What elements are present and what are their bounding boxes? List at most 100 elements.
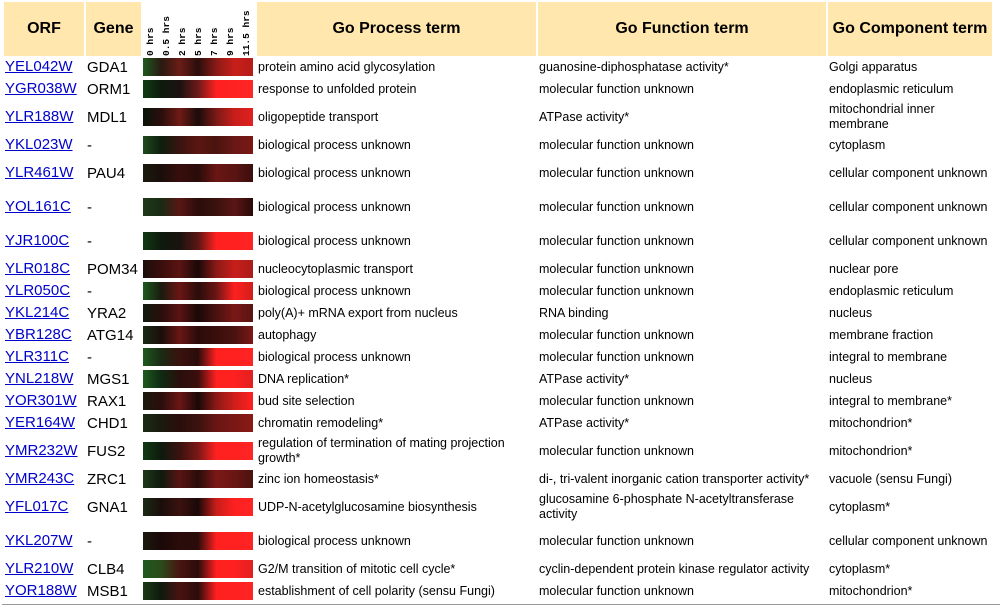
orf-link[interactable]: YOR188W bbox=[5, 582, 77, 599]
component-cell: membrane fraction bbox=[829, 327, 934, 342]
orf-cell: YLR050C bbox=[4, 280, 84, 302]
function-cell: molecular function unknown bbox=[539, 165, 694, 180]
table-row: YLR461W PAU4 biological process unknown mol… bbox=[4, 156, 992, 190]
gene-cell: - bbox=[87, 532, 92, 550]
header-time-points: 0 hrs 0.5 hrs 2 hrs 5 hrs 7 hrs 9 hrs 11.5 hrs bbox=[143, 2, 255, 56]
table-row: YLR210W CLB4 G2/M transition of mitotic ce… bbox=[4, 558, 992, 580]
function-cell: ATPase activity* bbox=[539, 415, 630, 430]
function-cell: molecular function unknown bbox=[539, 283, 694, 298]
process-cell: autophagy bbox=[258, 327, 317, 342]
process-cell: establishment of cell polarity (sensu Fu… bbox=[258, 583, 495, 598]
gene-cell: ZRC1 bbox=[87, 470, 127, 488]
gene-cell: RAX1 bbox=[87, 392, 127, 410]
component-cell: nucleus bbox=[829, 305, 873, 320]
process-cell: oligopeptide transport bbox=[258, 109, 379, 124]
orf-link[interactable]: YBR128C bbox=[5, 326, 72, 343]
function-cell: guanosine-diphosphatase activity* bbox=[539, 59, 729, 74]
function-cell: molecular function unknown bbox=[539, 533, 694, 548]
time-label: 0.5 hrs bbox=[161, 16, 172, 56]
process-cell: biological process unknown bbox=[258, 283, 411, 298]
orf-link[interactable]: YNL218W bbox=[5, 370, 74, 387]
component-cell: integral to membrane* bbox=[829, 393, 952, 408]
time-label: 0 hrs bbox=[145, 27, 156, 56]
expression-heatmap-bar bbox=[143, 582, 253, 600]
table-row: YLR018C POM34 nucleocytoplasmic transport m… bbox=[4, 258, 992, 280]
function-cell: molecular function unknown bbox=[539, 583, 694, 598]
expression-cell bbox=[143, 558, 255, 580]
orf-cell: YMR232W bbox=[4, 434, 84, 468]
table-bottom-border bbox=[2, 604, 1000, 605]
process-cell: biological process unknown bbox=[258, 349, 411, 364]
expression-cell bbox=[143, 190, 255, 224]
table-row: YOR301W RAX1 bud site selection molecular f… bbox=[4, 390, 992, 412]
function-cell: RNA binding bbox=[539, 305, 609, 320]
table-row: YKL207W - biological process unknown molecu… bbox=[4, 524, 992, 558]
table-row: YLR311C - biological process unknown molecu… bbox=[4, 346, 992, 368]
orf-cell: YLR188W bbox=[4, 100, 84, 134]
table-row: YGR038W ORM1 response to unfolded protein m… bbox=[4, 78, 992, 100]
orf-cell: YOL161C bbox=[4, 190, 84, 224]
expression-cell bbox=[143, 324, 255, 346]
header-row: ORF Gene 0 hrs 0.5 hrs 2 hrs 5 hrs 7 hrs 9 hr… bbox=[4, 2, 992, 56]
function-cell: molecular function unknown bbox=[539, 327, 694, 342]
orf-link[interactable]: YLR188W bbox=[5, 108, 74, 125]
orf-link[interactable]: YEL042W bbox=[5, 58, 73, 75]
orf-link[interactable]: YOR301W bbox=[5, 392, 77, 409]
process-cell: DNA replication* bbox=[258, 371, 350, 386]
table-body: YEL042W GDA1 protein amino acid glycosylat… bbox=[4, 56, 992, 602]
orf-cell: YMR243C bbox=[4, 468, 84, 490]
orf-link[interactable]: YFL017C bbox=[5, 498, 69, 515]
orf-link[interactable]: YKL023W bbox=[5, 136, 73, 153]
expression-cell bbox=[143, 258, 255, 280]
gene-cell: - bbox=[87, 282, 92, 300]
gene-cell: MSB1 bbox=[87, 582, 128, 600]
expression-cell bbox=[143, 580, 255, 602]
header-component: Go Component term bbox=[828, 2, 992, 56]
component-cell: cellular component unknown bbox=[829, 533, 988, 548]
expression-heatmap-bar bbox=[143, 232, 253, 250]
component-cell: endoplasmic reticulum bbox=[829, 283, 954, 298]
component-cell: mitochondrion* bbox=[829, 415, 913, 430]
orf-cell: YKL023W bbox=[4, 134, 84, 156]
process-cell: chromatin remodeling* bbox=[258, 415, 384, 430]
orf-link[interactable]: YER164W bbox=[5, 414, 76, 431]
orf-link[interactable]: YLR461W bbox=[5, 164, 74, 181]
gene-cell: - bbox=[87, 232, 92, 250]
expression-heatmap-bar bbox=[143, 58, 253, 76]
orf-cell: YLR210W bbox=[4, 558, 84, 580]
function-cell: molecular function unknown bbox=[539, 261, 694, 276]
process-cell: regulation of termination of mating proj… bbox=[258, 436, 505, 465]
header-gene: Gene bbox=[86, 2, 141, 56]
orf-link[interactable]: YKL207W bbox=[5, 532, 73, 549]
process-cell: UDP-N-acetylglucosamine biosynthesis bbox=[258, 499, 477, 514]
expression-heatmap-bar bbox=[143, 198, 253, 216]
orf-link[interactable]: YMR243C bbox=[5, 470, 75, 487]
orf-cell: YLR018C bbox=[4, 258, 84, 280]
gene-cell: FUS2 bbox=[87, 442, 126, 460]
orf-cell: YOR188W bbox=[4, 580, 84, 602]
table-row: YER164W CHD1 chromatin remodeling* ATPase a… bbox=[4, 412, 992, 434]
orf-link[interactable]: YJR100C bbox=[5, 232, 70, 249]
orf-link[interactable]: YLR311C bbox=[5, 348, 69, 365]
expression-cell bbox=[143, 134, 255, 156]
orf-link[interactable]: YLR050C bbox=[5, 282, 71, 299]
expression-cell bbox=[143, 302, 255, 324]
orf-link[interactable]: YKL214C bbox=[5, 304, 70, 321]
table-row: YBR128C ATG14 autophagy molecular function … bbox=[4, 324, 992, 346]
component-cell: cytoplasm* bbox=[829, 561, 891, 576]
expression-cell bbox=[143, 368, 255, 390]
gene-cell: MDL1 bbox=[87, 108, 128, 126]
orf-link[interactable]: YLR018C bbox=[5, 260, 71, 277]
orf-cell: YKL207W bbox=[4, 524, 84, 558]
header-process: Go Process term bbox=[257, 2, 536, 56]
time-labels: 0 hrs 0.5 hrs 2 hrs 5 hrs 7 hrs 9 hrs 11.5 hrs bbox=[143, 2, 255, 56]
table-row: YEL042W GDA1 protein amino acid glycosylat… bbox=[4, 56, 992, 78]
orf-link[interactable]: YLR210W bbox=[5, 560, 74, 577]
orf-link[interactable]: YMR232W bbox=[5, 442, 78, 459]
gene-cell: YRA2 bbox=[87, 304, 127, 322]
orf-link[interactable]: YOL161C bbox=[5, 198, 71, 215]
expression-cell bbox=[143, 524, 255, 558]
orf-link[interactable]: YGR038W bbox=[5, 80, 77, 97]
process-cell: protein amino acid glycosylation bbox=[258, 59, 436, 74]
component-cell: cellular component unknown bbox=[829, 233, 988, 248]
